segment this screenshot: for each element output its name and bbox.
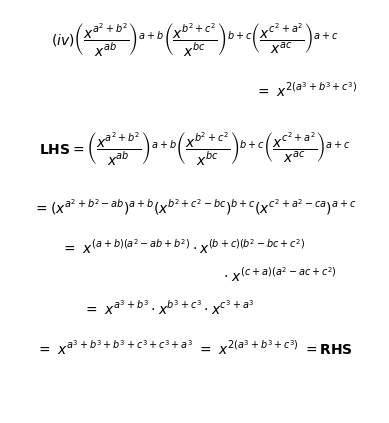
Text: $\cdot\ x^{(c+a)(a^2-ac+c^2)}$: $\cdot\ x^{(c+a)(a^2-ac+c^2)}$ <box>223 266 337 285</box>
Text: $=\left(x^{a^2+b^2-ab}\right)^{a+b}\left(x^{b^2+c^2-bc}\right)^{b+c}\left(x^{c^2: $=\left(x^{a^2+b^2-ab}\right)^{a+b}\left… <box>33 197 356 217</box>
Text: $=\ x^{2(a^3+b^3+c^3)}$: $=\ x^{2(a^3+b^3+c^3)}$ <box>256 82 357 100</box>
Text: $(iv)\left(\dfrac{x^{a^2+b^2}}{x^{ab}}\right)^{a+b}\left(\dfrac{x^{b^2+c^2}}{x^{: $(iv)\left(\dfrac{x^{a^2+b^2}}{x^{ab}}\r… <box>51 21 338 58</box>
Text: $=\ x^{a^3+b^3}\cdot x^{b^3+c^3}\cdot x^{c^3+a^3}$: $=\ x^{a^3+b^3}\cdot x^{b^3+c^3}\cdot x^… <box>83 299 254 317</box>
Text: $=\ x^{a^3+b^3+b^3+c^3+c^3+a^3}\ =\ x^{2(a^3+b^3+c^3)}\ = \mathbf{RHS}$: $=\ x^{a^3+b^3+b^3+c^3+c^3+a^3}\ =\ x^{2… <box>36 339 353 358</box>
Text: $\mathbf{LHS} = \left(\dfrac{x^{a^2+b^2}}{x^{ab}}\right)^{a+b}\left(\dfrac{x^{b^: $\mathbf{LHS} = \left(\dfrac{x^{a^2+b^2}… <box>39 130 350 167</box>
Text: $=\ x^{(a+b)(a^2-ab+b^2)}\cdot x^{(b+c)(b^2-bc+c^2)}$: $=\ x^{(a+b)(a^2-ab+b^2)}\cdot x^{(b+c)(… <box>61 238 305 256</box>
